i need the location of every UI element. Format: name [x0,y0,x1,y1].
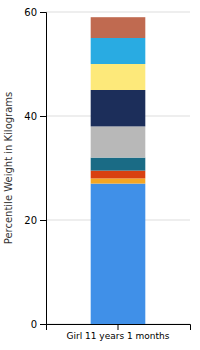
bars [91,17,146,324]
bar-segment [91,178,146,183]
tick-mark [40,220,46,221]
chart: 0 20 40 60 Girl 11 years 1 months Percentile … [0,0,200,350]
bar-segment [91,90,146,126]
tick-mark [40,324,46,325]
bar-segment [91,171,146,179]
tick-mark [40,12,46,13]
axis-line [47,325,191,331]
series [91,17,146,38]
series [91,178,146,183]
bar-segment [91,64,146,90]
bar-segment [91,17,146,38]
tick-label: 0 [31,319,37,330]
tick: 60 [24,7,46,18]
plot: 0 20 40 60 Girl 11 years 1 months [24,7,190,342]
series [91,38,146,64]
axis-line [40,13,47,325]
bar-segment [91,184,146,324]
tick-label: 40 [24,111,37,122]
series [91,64,146,90]
tick-mark [40,116,46,117]
series [91,126,146,157]
tick: 20 [24,215,46,226]
series [91,171,146,179]
series [91,158,146,171]
tick: Girl 11 years 1 months [67,324,170,341]
y-axis: 0 20 40 60 [24,7,46,330]
x-axis: Girl 11 years 1 months [47,324,191,341]
tick-label: 60 [24,7,37,18]
series [91,184,146,324]
y-axis-title: Percentile Weight in Kilograms [3,92,14,245]
tick-label: Girl 11 years 1 months [67,331,170,341]
tick-label: 20 [24,215,37,226]
series [91,90,146,126]
grid-line [46,12,190,13]
bar-segment [91,158,146,171]
grid [46,12,190,324]
bar-segment [91,38,146,64]
tick-mark [118,324,119,330]
tick: 40 [24,111,46,122]
bar-segment [91,126,146,157]
tick: 0 [31,319,46,330]
